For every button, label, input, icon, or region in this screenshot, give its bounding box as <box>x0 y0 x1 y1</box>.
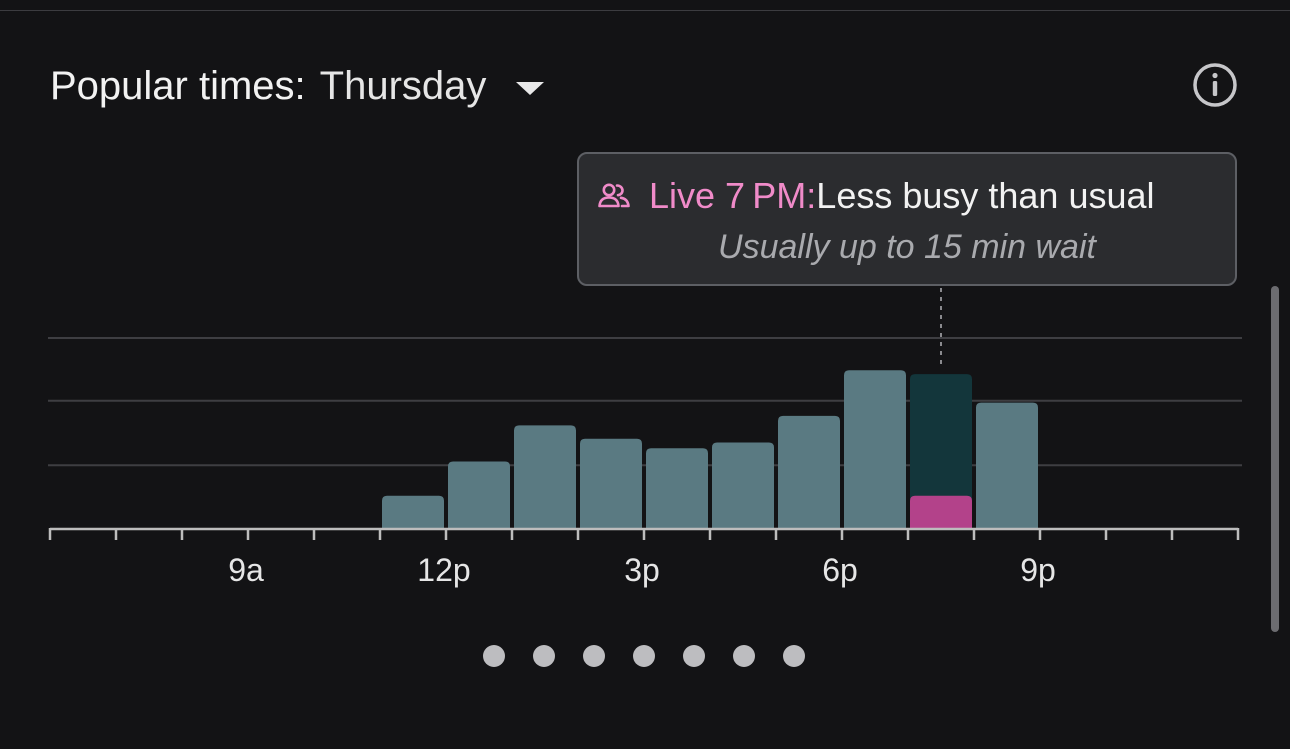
people-icon <box>598 183 630 208</box>
popular-times-label: Popular times: <box>50 63 306 108</box>
busyness-status: Less busy than usual <box>816 175 1155 216</box>
live-tooltip: Live 7 PM: Less busy than usual Usually … <box>577 152 1237 286</box>
day-selector[interactable]: Popular times: Thursday <box>50 62 545 110</box>
caret-down-icon <box>516 81 545 95</box>
bar-8p <box>976 402 1038 528</box>
bar-2p <box>580 438 642 528</box>
pagination-dot-1[interactable] <box>483 645 505 667</box>
bar-6p <box>844 370 906 528</box>
x-tick-label-3p: 3p <box>624 552 660 588</box>
bar-5p <box>778 415 840 528</box>
pagination-dot-2[interactable] <box>533 645 555 667</box>
top-divider <box>0 10 1290 11</box>
x-tick-label-6p: 6p <box>822 552 858 588</box>
x-tick-label-9p: 9p <box>1020 552 1056 588</box>
bar-11a <box>382 495 444 528</box>
selected-day: Thursday <box>319 63 487 108</box>
bar-4p <box>712 442 774 528</box>
popular-times-chart: 9a 12p 3p 6p 9p <box>48 288 1242 588</box>
bar-12p <box>448 461 510 528</box>
live-bar-7p <box>910 495 972 528</box>
x-tick-label-12p: 12p <box>417 552 470 588</box>
live-time-label: Live 7 PM <box>649 175 807 216</box>
bar-7p <box>910 374 972 528</box>
bar-3p <box>646 448 708 528</box>
tooltip-live-line: Live 7 PM: Less busy than usual <box>597 174 1221 218</box>
x-tick-label-9a: 9a <box>228 552 264 588</box>
live-colon: : <box>806 175 817 216</box>
pagination-dot-5[interactable] <box>683 645 705 667</box>
pagination-dot-7[interactable] <box>783 645 805 667</box>
wait-time-text: Usually up to 15 min wait <box>718 228 1096 266</box>
pagination-dots <box>483 645 833 667</box>
pagination-dot-6[interactable] <box>733 645 755 667</box>
bar-1p <box>514 425 576 528</box>
pagination-dot-3[interactable] <box>583 645 605 667</box>
pagination-dot-4[interactable] <box>633 645 655 667</box>
scrollbar[interactable] <box>1271 286 1279 632</box>
info-icon[interactable] <box>1192 62 1238 108</box>
